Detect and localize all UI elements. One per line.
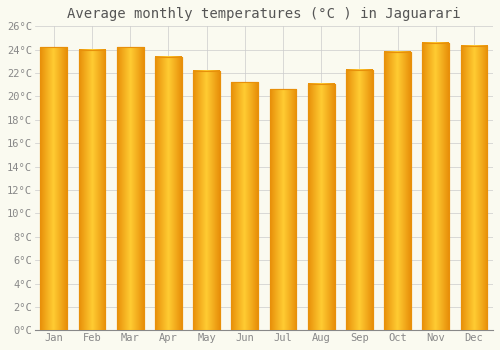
Bar <box>422 43 449 330</box>
Bar <box>422 43 449 330</box>
Title: Average monthly temperatures (°C ) in Jaguarari: Average monthly temperatures (°C ) in Ja… <box>67 7 460 21</box>
Bar <box>155 57 182 330</box>
Bar <box>193 71 220 330</box>
Bar <box>155 57 182 330</box>
Bar <box>270 89 296 330</box>
Bar <box>40 47 67 330</box>
Bar <box>384 52 411 330</box>
Bar <box>117 47 143 330</box>
Bar <box>78 50 106 330</box>
Bar <box>308 84 334 330</box>
Bar <box>40 47 67 330</box>
Bar <box>460 46 487 330</box>
Bar <box>117 47 143 330</box>
Bar <box>346 70 372 330</box>
Bar <box>78 50 106 330</box>
Bar <box>193 71 220 330</box>
Bar <box>232 82 258 330</box>
Bar <box>232 82 258 330</box>
Bar <box>308 84 334 330</box>
Bar <box>270 89 296 330</box>
Bar <box>346 70 372 330</box>
Bar <box>384 52 411 330</box>
Bar <box>460 46 487 330</box>
